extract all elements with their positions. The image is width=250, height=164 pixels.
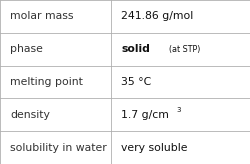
Text: solid: solid bbox=[121, 44, 150, 54]
Text: 3: 3 bbox=[176, 107, 181, 113]
Text: solubility in water: solubility in water bbox=[10, 143, 107, 153]
Text: (at STP): (at STP) bbox=[169, 45, 200, 54]
Text: molar mass: molar mass bbox=[10, 11, 74, 21]
Text: phase: phase bbox=[10, 44, 43, 54]
Text: very soluble: very soluble bbox=[121, 143, 188, 153]
Text: density: density bbox=[10, 110, 50, 120]
Text: 1.7 g/cm: 1.7 g/cm bbox=[121, 110, 169, 120]
Text: 241.86 g/mol: 241.86 g/mol bbox=[121, 11, 194, 21]
Text: melting point: melting point bbox=[10, 77, 83, 87]
Text: 35 °C: 35 °C bbox=[121, 77, 152, 87]
